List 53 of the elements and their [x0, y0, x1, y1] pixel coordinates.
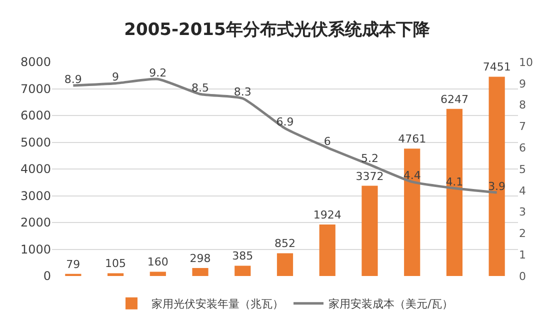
data-label: 8.9: [64, 72, 82, 86]
data-label: 79: [66, 258, 80, 271]
bar: [234, 266, 251, 276]
bar: [108, 273, 124, 276]
data-label: 8.5: [192, 81, 210, 94]
y-tick-label: 7000: [20, 82, 51, 96]
data-label: 6: [324, 134, 331, 148]
y2-tick-label: 10: [519, 56, 533, 69]
data-label: 298: [190, 252, 211, 266]
y2-tick-label: 2: [519, 227, 526, 240]
y2-tick-label: 9: [519, 77, 526, 90]
chart-title: 2005-2015年分布式光伏系统成本下降: [124, 20, 431, 40]
data-label: 6.9: [276, 116, 294, 129]
data-label: 1924: [313, 208, 342, 222]
data-label: 3.9: [488, 180, 506, 193]
y-tick-label: 0: [43, 269, 51, 284]
bar: [488, 76, 505, 276]
y2-tick-label: 1: [519, 248, 526, 262]
bar: [362, 186, 378, 276]
data-label: 385: [232, 250, 254, 263]
y-tick-label: 3000: [20, 188, 51, 203]
bar: [446, 108, 462, 276]
data-label: 8.3: [234, 86, 252, 99]
y-tick-label: 1000: [20, 242, 51, 256]
bar: [192, 268, 208, 276]
y2-tick-label: 6: [519, 141, 526, 154]
y2-tick-label: 7: [519, 120, 526, 134]
y-tick-label: 4000: [20, 162, 51, 176]
legend-label: 家用光伏安装年量（兆瓦）: [152, 298, 284, 311]
bar: [276, 253, 294, 276]
y2-tick-label: 3: [519, 206, 526, 219]
data-label: 9.2: [149, 66, 167, 80]
bar: [319, 224, 336, 276]
y-tick-label: 8000: [20, 55, 51, 70]
y-tick-label: 6000: [20, 108, 51, 123]
bar: [404, 148, 420, 276]
data-label: 160: [147, 256, 168, 269]
data-label: 3372: [356, 170, 384, 183]
y-tick-label: 5000: [20, 135, 51, 150]
data-label: 5.2: [360, 152, 378, 165]
y2-tick-label: 4: [519, 184, 526, 198]
data-label: 105: [105, 257, 126, 270]
data-label: 9: [112, 70, 120, 84]
data-label: 7451: [482, 60, 511, 74]
y2-tick-label: 8: [519, 98, 526, 112]
y2-tick-label: 5: [519, 162, 526, 176]
bar: [150, 272, 166, 276]
data-label: 6247: [440, 92, 468, 106]
y2-tick-label: 0: [519, 270, 526, 283]
legend-label: 家用安装成本（美元/瓦）: [328, 298, 454, 311]
data-label: 852: [274, 237, 296, 250]
y-tick-label: 2000: [20, 216, 51, 230]
data-label: 4761: [398, 132, 426, 146]
